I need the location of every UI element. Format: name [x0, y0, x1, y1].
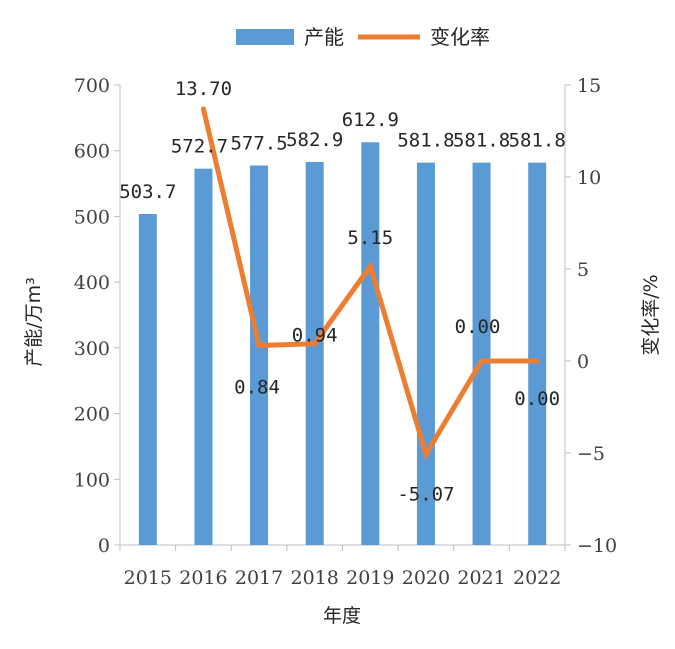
y-axis-left-title: 产能/万m³ — [23, 277, 45, 367]
line-label-2021: 0.00 — [455, 316, 501, 338]
legend-swatch-capacity — [236, 29, 294, 45]
bar-capacity-2018 — [305, 161, 324, 546]
bar-label-2022: 581.8 — [509, 130, 566, 152]
x-tick-label: 2020 — [402, 567, 450, 589]
y-right-tick-label: 0 — [577, 351, 589, 373]
y-left-tick-label: 700 — [74, 75, 110, 97]
y-left-tick-label: 600 — [74, 141, 110, 163]
bar-capacity-2016 — [194, 168, 213, 545]
bar-label-2015: 503.7 — [119, 181, 176, 203]
point-change-rate-2016 — [200, 106, 206, 112]
bar-series — [138, 142, 547, 546]
y-right-tick-label: 5 — [577, 259, 589, 281]
legend-label-capacity: 产能 — [304, 25, 344, 49]
bar-label-2021: 581.8 — [453, 130, 510, 152]
bar-label-2018: 582.9 — [286, 129, 343, 151]
bar-capacity-2015 — [138, 213, 157, 546]
y-right-tick-label: −5 — [577, 443, 605, 465]
x-tick-label: 2017 — [235, 567, 283, 589]
point-change-rate-2022 — [534, 358, 540, 364]
y-left-tick-label: 200 — [74, 404, 110, 426]
x-tick-label: 2016 — [179, 567, 227, 589]
y-right-tick-label: −10 — [577, 535, 617, 557]
x-tick-label: 2015 — [124, 567, 172, 589]
line-label-2016: 13.70 — [175, 78, 232, 100]
line-label-2020: -5.07 — [397, 483, 454, 505]
bar-label-2017: 577.5 — [230, 133, 287, 155]
bar-capacity-2019 — [361, 142, 380, 546]
point-change-rate-2021 — [479, 358, 485, 364]
axes: 0 100 200 300 400 500 600 700 −10 −5 0 5 10 15 2015 201… — [23, 75, 662, 627]
bar-label-2019: 612.9 — [342, 109, 399, 131]
x-tick-label: 2021 — [457, 567, 505, 589]
bar-label-2016: 572.7 — [171, 136, 228, 158]
x-tick-label: 2018 — [291, 567, 339, 589]
line-label-2018: 0.94 — [292, 325, 338, 347]
line-series — [200, 106, 540, 461]
point-change-rate-2019 — [367, 263, 373, 269]
y-left-tick-label: 0 — [98, 535, 110, 557]
y-right-tick-label: 10 — [577, 167, 601, 189]
line-label-2022: 0.00 — [514, 388, 560, 410]
y-left-tick-label: 100 — [74, 469, 110, 491]
x-tick-label: 2022 — [513, 567, 561, 589]
y-axis-right-title: 变化率/% — [640, 274, 662, 355]
y-right-tick-label: 15 — [577, 75, 601, 97]
legend: 产能 变化率 — [236, 25, 490, 49]
x-axis-title: 年度 — [323, 605, 361, 627]
x-tick-label: 2019 — [346, 567, 394, 589]
y-left-tick-label: 300 — [74, 338, 110, 360]
legend-label-change-rate: 变化率 — [430, 25, 490, 49]
line-label-2019: 5.15 — [347, 227, 393, 249]
bar-label-2020: 581.8 — [397, 130, 454, 152]
point-change-rate-2020 — [423, 451, 429, 457]
y-left-tick-label: 500 — [74, 206, 110, 228]
line-label-2017: 0.84 — [234, 377, 280, 399]
bar-capacity-2017 — [250, 165, 269, 545]
point-change-rate-2018 — [312, 341, 318, 347]
bar-capacity-2021 — [472, 162, 491, 545]
bar-capacity-2022 — [528, 162, 547, 545]
point-change-rate-2017 — [256, 343, 262, 349]
y-left-tick-label: 400 — [74, 272, 110, 294]
